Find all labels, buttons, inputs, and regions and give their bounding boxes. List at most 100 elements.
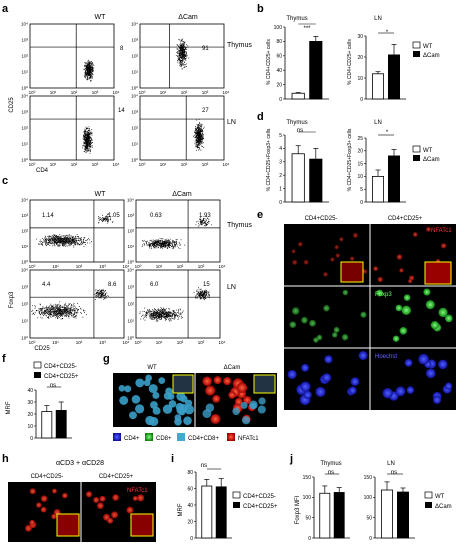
event-dot: [194, 133, 196, 135]
event-dot: [90, 67, 91, 69]
event-dot: [104, 290, 106, 292]
event-dot: [64, 308, 66, 309]
event-dot: [158, 316, 160, 318]
event-dot: [182, 50, 184, 52]
event-dot: [178, 54, 180, 56]
event-dot: [86, 138, 88, 140]
panel-a: a WT ΔCam Thymus LN CD25 CD4 10⁰10⁰10¹10…: [2, 3, 252, 174]
event-dot: [86, 67, 88, 69]
cell: [107, 517, 114, 524]
event-dot: [164, 310, 166, 311]
event-dot: [86, 148, 88, 150]
event-dot: [197, 146, 198, 147]
event-dot: [202, 142, 204, 144]
event-dot: [58, 308, 60, 310]
event-dot: [61, 315, 63, 317]
event-dot: [51, 311, 52, 313]
cell: [438, 307, 448, 318]
event-dot: [195, 132, 197, 134]
event-dot: [87, 68, 89, 69]
event-dot: [91, 63, 93, 65]
event-dot: [162, 243, 164, 245]
event-dot: [201, 123, 203, 125]
event-dot: [152, 242, 154, 243]
event-dot: [144, 316, 146, 318]
event-dot: [61, 307, 63, 308]
event-dot: [60, 237, 62, 239]
event-dot: [61, 314, 63, 316]
event-dot: [153, 242, 155, 244]
event-dot: [59, 312, 61, 314]
event-dot: [159, 313, 161, 315]
event-dot: [50, 235, 52, 237]
event-dot: [186, 53, 188, 55]
row-label-ln: LN: [227, 119, 236, 126]
event-dot: [164, 316, 166, 318]
event-dot: [142, 314, 144, 316]
event-dot: [57, 314, 59, 316]
event-dot: [55, 312, 57, 314]
event-dot: [68, 311, 70, 313]
event-dot: [60, 312, 62, 314]
event-dot: [64, 316, 66, 317]
event-dot: [182, 54, 184, 56]
event-dot: [181, 47, 182, 49]
event-dot: [69, 243, 70, 245]
event-dot: [166, 244, 168, 246]
event-dot: [60, 238, 62, 240]
event-dot: [183, 49, 184, 50]
event-dot: [54, 307, 56, 309]
event-dot: [75, 243, 77, 245]
event-dot: [61, 312, 63, 314]
c-q-wt-thy-ur: 1.05: [108, 213, 120, 219]
event-dot: [86, 64, 88, 66]
event-dot: [86, 62, 87, 64]
event-dot: [165, 246, 167, 248]
event-dot: [88, 149, 90, 151]
cell: [152, 391, 160, 399]
event-dot: [164, 309, 166, 311]
event-dot: [90, 64, 91, 66]
event-dot: [86, 141, 87, 143]
event-dot: [149, 314, 151, 316]
event-dot: [162, 246, 163, 248]
event-dot: [99, 293, 101, 295]
event-dot: [87, 67, 88, 69]
event-dot: [152, 244, 154, 246]
event-dot: [56, 239, 58, 241]
event-dot: [166, 316, 168, 318]
event-dot: [162, 310, 163, 312]
event-dot: [157, 312, 159, 314]
event-dot: [66, 311, 68, 312]
event-dot: [196, 136, 198, 138]
event-dot: [198, 288, 200, 290]
event-dot: [198, 131, 199, 132]
event-dot: [203, 126, 205, 128]
event-dot: [64, 310, 66, 312]
event-dot: [71, 235, 72, 237]
event-dot: [52, 239, 54, 240]
event-dot: [87, 142, 89, 144]
plot-frame: [139, 95, 225, 161]
c-q-cam-thy-ul: 0.63: [150, 213, 162, 219]
event-dot: [141, 316, 143, 317]
event-dot: [165, 313, 167, 315]
x-tick-label: 10⁰: [29, 340, 36, 345]
event-dot: [91, 134, 93, 136]
event-dot: [195, 119, 197, 121]
event-dot: [183, 50, 185, 52]
event-dot: [74, 312, 76, 314]
event-dot: [151, 316, 153, 318]
event-dot: [147, 244, 149, 246]
event-dot: [70, 244, 72, 245]
event-dot: [67, 238, 69, 240]
event-dot: [65, 307, 67, 309]
event-dot: [180, 315, 182, 317]
event-dot: [48, 240, 49, 241]
event-dot: [163, 242, 165, 244]
event-dot: [155, 247, 157, 249]
event-dot: [89, 130, 91, 131]
event-dot: [91, 146, 93, 148]
event-dot: [64, 238, 66, 240]
